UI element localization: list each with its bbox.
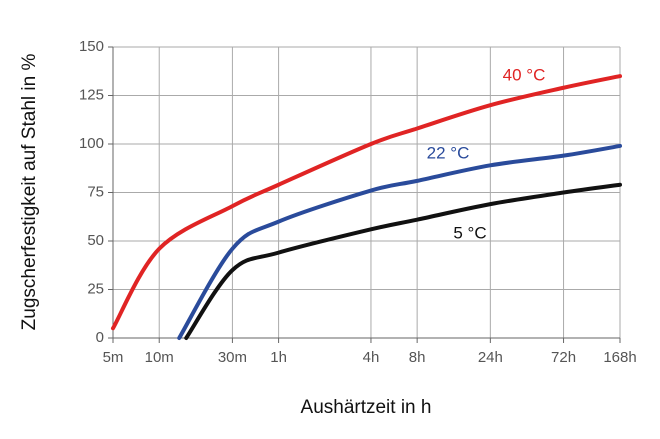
x-tick-label: 5m (103, 349, 124, 366)
y-tick-label: 150 (79, 38, 104, 55)
x-tick-label: 72h (551, 349, 576, 366)
line-series (111, 74, 622, 331)
y-tick-label: 0 (96, 329, 104, 346)
y-tick-label: 75 (87, 183, 104, 200)
x-tick-label: 24h (478, 349, 503, 366)
x-tick-label: 10m (145, 349, 174, 366)
x-tick-label: 168h (603, 349, 636, 366)
x-tick-label: 1h (270, 349, 287, 366)
x-axis-title: Aushärtzeit in h (301, 397, 432, 418)
y-tick-label: 25 (87, 280, 104, 297)
y-tick-label: 50 (87, 232, 104, 249)
x-tick-label: 8h (409, 349, 426, 366)
line-series (177, 143, 622, 340)
y-axis-title: Zugscherfestigkeit auf Stahl in % (19, 54, 40, 331)
x-tick-label: 4h (363, 349, 380, 366)
series-label: 22 °C (427, 143, 470, 162)
y-tick-label: 125 (79, 86, 104, 103)
series-label: 5 °C (453, 223, 486, 242)
series-label: 40 °C (503, 65, 546, 84)
line-series (184, 182, 622, 340)
y-tick-label: 100 (79, 135, 104, 152)
x-tick-label: 30m (218, 349, 247, 366)
